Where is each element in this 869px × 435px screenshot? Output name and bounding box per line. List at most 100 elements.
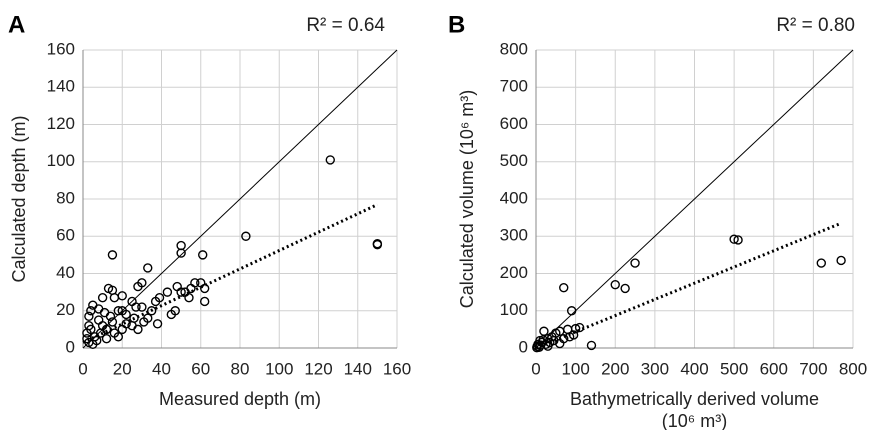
point [82, 333, 92, 344]
point [162, 287, 173, 297]
x-tick-label: 200 [601, 359, 629, 378]
point [133, 281, 143, 292]
y-axis-label: Calculated volume (10⁶ m³) [457, 90, 477, 309]
x-tick-label: 20 [113, 359, 132, 378]
point [99, 307, 110, 318]
point [199, 296, 210, 307]
point [196, 278, 206, 288]
x-tick-label: 100 [265, 359, 293, 378]
point [101, 333, 112, 344]
point [109, 293, 120, 303]
x-tick-label: 100 [561, 359, 589, 378]
y-tick-label: 0 [519, 337, 528, 356]
point [84, 320, 94, 331]
x-tick-label: 160 [383, 359, 411, 378]
y-tick-label: 0 [66, 337, 75, 356]
point [620, 283, 630, 294]
point [568, 330, 579, 340]
point [133, 324, 143, 335]
point [137, 302, 147, 312]
y-axis-label: Calculated depth (m) [9, 115, 29, 282]
panel-letter: B [448, 11, 465, 38]
y-tick-label: 80 [56, 188, 75, 207]
point [574, 322, 585, 333]
point [538, 335, 548, 345]
point [146, 306, 157, 316]
x-tick-label: 700 [799, 359, 827, 378]
y-tick-label: 200 [500, 263, 528, 282]
y-tick-label: 800 [500, 39, 528, 58]
point [107, 317, 118, 327]
x-tick-label: 140 [344, 359, 372, 378]
point [95, 328, 106, 338]
point [241, 231, 251, 241]
point [121, 309, 131, 320]
point [836, 255, 846, 266]
x-tick-label: 800 [839, 359, 867, 378]
point [152, 319, 163, 329]
point [150, 296, 161, 307]
point [816, 258, 826, 268]
x-tick-label: 0 [531, 359, 540, 378]
y-tick-label: 600 [500, 114, 528, 133]
point [566, 306, 577, 316]
x-tick-label: 600 [760, 359, 788, 378]
y-tick-label: 100 [47, 151, 75, 170]
x-tick-label: 0 [78, 359, 87, 378]
point [184, 293, 194, 303]
point [198, 250, 208, 260]
point [729, 234, 739, 244]
y-tick-label: 40 [56, 263, 75, 282]
point [93, 315, 104, 325]
y-tick-label: 160 [47, 39, 75, 58]
point [325, 155, 335, 165]
point [543, 341, 553, 351]
point [539, 326, 549, 336]
point [536, 340, 546, 350]
reference-line [82, 203, 379, 344]
point [176, 287, 186, 297]
point [559, 282, 569, 293]
x-axis-label: (10⁶ m³) [662, 411, 727, 430]
x-tick-label: 300 [641, 359, 669, 378]
point [93, 304, 104, 314]
point [113, 332, 124, 342]
x-axis-label: Bathymetrically derived volume [570, 389, 819, 409]
point [190, 278, 200, 288]
point [88, 339, 98, 349]
point [176, 248, 186, 258]
point [555, 338, 565, 349]
point [143, 263, 153, 273]
point [121, 319, 131, 329]
y-tick-label: 700 [500, 77, 528, 96]
x-tick-label: 500 [720, 359, 748, 378]
point [117, 291, 127, 301]
x-tick-label: 40 [152, 359, 171, 378]
x-tick-label: 80 [231, 359, 250, 378]
x-tick-label: 60 [191, 359, 210, 378]
y-tick-label: 500 [500, 151, 528, 170]
point [372, 239, 383, 250]
y-tick-label: 60 [56, 226, 75, 245]
point [97, 293, 108, 303]
y-tick-label: 120 [47, 114, 75, 133]
annotation: R² = 0.64 [306, 15, 385, 36]
point [113, 306, 124, 316]
y-tick-label: 300 [500, 226, 528, 245]
reference-line [535, 49, 854, 349]
point [733, 235, 743, 245]
point [139, 317, 149, 327]
point [186, 283, 196, 294]
point [586, 340, 597, 351]
reference-line [535, 221, 842, 350]
point [630, 258, 640, 268]
panel-letter: A [8, 11, 25, 38]
point [166, 309, 177, 320]
point [610, 279, 620, 290]
point [129, 313, 139, 323]
x-tick-label: 400 [680, 359, 708, 378]
y-tick-label: 100 [500, 300, 528, 319]
x-axis-label: Measured depth (m) [159, 389, 321, 409]
x-tick-label: 120 [304, 359, 332, 378]
